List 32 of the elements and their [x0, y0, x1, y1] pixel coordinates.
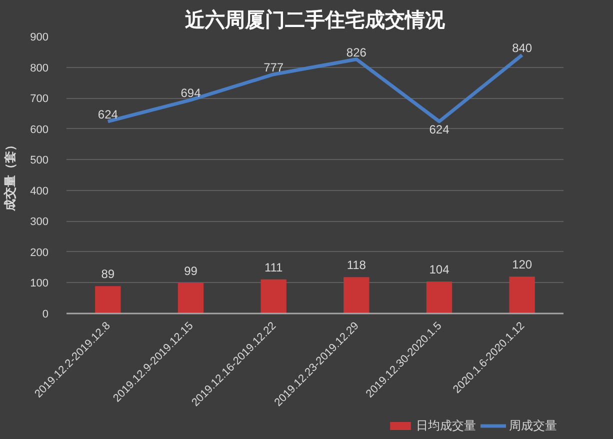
- bar: [509, 276, 535, 314]
- y-tick-label: 100: [30, 278, 49, 290]
- y-tick-label: 900: [30, 32, 49, 44]
- data-label: 118: [346, 258, 366, 272]
- data-label: 694: [180, 86, 202, 100]
- data-label: 826: [346, 45, 367, 60]
- data-label: 777: [264, 60, 284, 74]
- y-tick-label: 800: [30, 62, 49, 74]
- data-label: 624: [429, 122, 450, 136]
- data-label: 120: [512, 258, 532, 272]
- legend-label: 周成交量: [509, 417, 557, 434]
- data-label: 99: [184, 264, 198, 278]
- bar: [260, 279, 286, 314]
- y-tick-label: 200: [30, 246, 49, 259]
- y-axis-title: 成交量（套）: [3, 139, 18, 212]
- y-tick-label: 0: [42, 308, 49, 320]
- data-label: 840: [512, 40, 532, 55]
- bar: [426, 281, 452, 314]
- bar: [178, 283, 204, 314]
- y-tick-label: 400: [30, 185, 49, 198]
- data-label: 624: [98, 107, 118, 122]
- data-label: 111: [264, 260, 284, 274]
- y-tick-label: 500: [30, 154, 49, 167]
- y-tick-label: 700: [30, 93, 49, 106]
- y-tick-label: 300: [30, 216, 49, 228]
- legend-label: 日均成交量: [416, 417, 476, 434]
- bar: [95, 286, 121, 314]
- data-label: 89: [101, 267, 115, 282]
- bar: [344, 277, 370, 314]
- data-label: 104: [429, 262, 450, 276]
- chart-title: 近六周厦门二手住宅成交情况: [184, 8, 446, 32]
- y-tick-label: 600: [30, 124, 49, 136]
